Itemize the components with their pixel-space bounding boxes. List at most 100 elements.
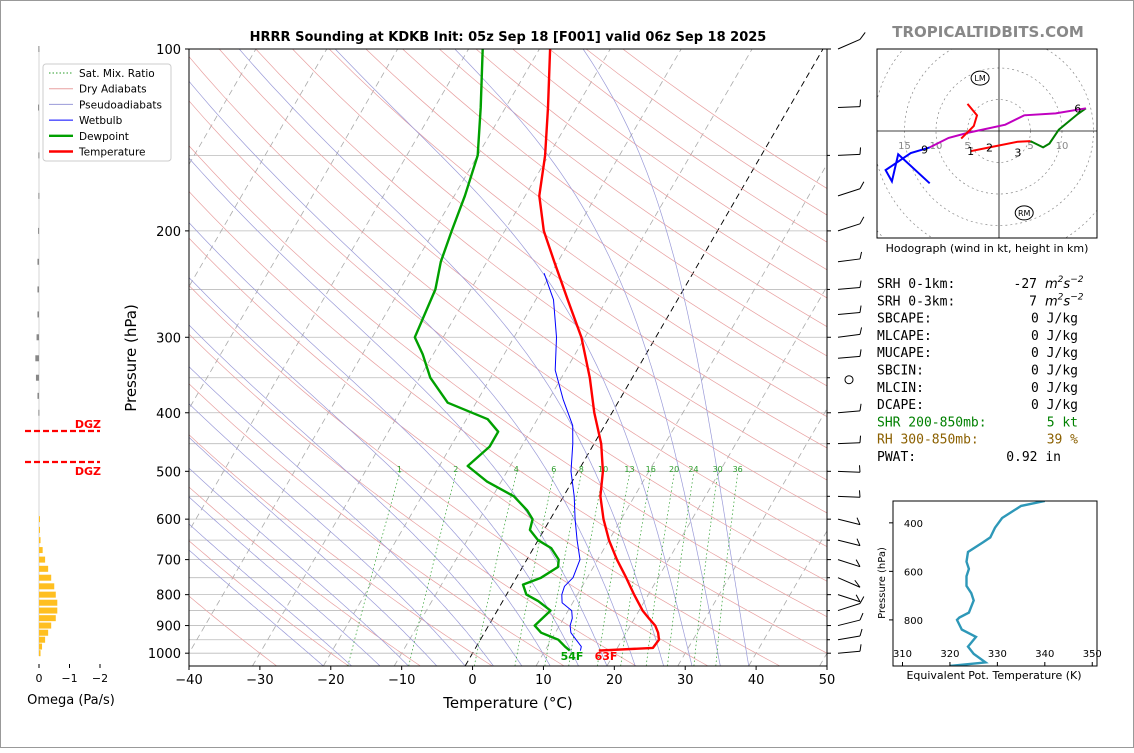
x-tick-label: 30 (677, 673, 694, 688)
omega-bar (37, 393, 39, 399)
isotherm-line (465, 49, 823, 666)
wind-barb-shaft (838, 519, 860, 525)
wind-barb (838, 436, 861, 444)
unit-part: m (1045, 294, 1058, 309)
omega-bar (39, 608, 57, 614)
unit-part: −2 (1070, 275, 1084, 285)
calm-wind-circle (845, 376, 853, 384)
hodo-height-label: 1 (967, 145, 974, 158)
wind-barb-shaft (838, 443, 860, 444)
mixing-ratio-line (646, 471, 674, 666)
freezing-isotherm (465, 49, 823, 666)
hodo-height-label: 9 (921, 143, 928, 156)
wind-barb-shaft (838, 636, 860, 640)
mixing-ratio-label: 1 (397, 465, 402, 474)
thetae-x-tick-label: 310 (893, 649, 912, 660)
wind-barb (838, 629, 862, 640)
wind-barb-flag (860, 182, 864, 189)
skewt-x-axis-label: Temperature (°C) (442, 694, 572, 712)
index-label: PWAT: (877, 450, 916, 465)
wind-barb (838, 349, 861, 358)
isotherm-line (820, 49, 1134, 666)
mixing-ratio-label: 30 (713, 465, 723, 474)
y-tick-label: 800 (156, 589, 181, 604)
wind-barb-flag (860, 327, 862, 334)
wind-barb-shaft (838, 496, 860, 497)
hodo-ring-label: 10 (1056, 141, 1069, 152)
omega-bar (39, 583, 54, 589)
trace-wetbulb (544, 273, 581, 650)
x-tick-label: 40 (748, 673, 765, 688)
thetae-x-tick-label: 340 (1035, 649, 1054, 660)
omega-bar (37, 334, 39, 340)
thetae-x-tick-label: 350 (1083, 649, 1102, 660)
index-unit: m2s−2 (1045, 292, 1084, 309)
omega-bar (39, 615, 56, 621)
thetae-y-tick-label: 800 (904, 616, 923, 627)
wind-barb-flag (860, 281, 861, 288)
index-label: SBCIN: (877, 364, 924, 379)
isotherm-line (678, 49, 1036, 666)
wind-barb-shaft (838, 189, 860, 196)
index-label: MUCAPE: (877, 346, 932, 361)
pseudoadiabat (102, 49, 607, 666)
wind-barb-flag (860, 217, 864, 224)
wind-barb-shaft (838, 603, 860, 610)
storm-motion-label: LM (974, 74, 985, 83)
omega-bar (35, 355, 39, 361)
wind-barb (838, 490, 860, 497)
legend-label: Dry Adiabats (79, 84, 147, 96)
legend-label: Sat. Mix. Ratio (79, 68, 155, 80)
wind-barbs-column (838, 32, 865, 653)
omega-bar (39, 600, 57, 606)
mixing-ratio-label: 13 (624, 465, 634, 474)
omega-bar (39, 557, 45, 563)
thetae-trace (950, 501, 1045, 666)
wind-barb-flag (860, 349, 861, 356)
pseudoadiabat (1, 137, 494, 666)
wind-barb (838, 306, 861, 315)
trace-temperature (539, 49, 659, 651)
omega-bar (38, 193, 39, 199)
index-value: 7 (1029, 294, 1037, 309)
mixing-ratio-label: 20 (669, 465, 679, 474)
dgz-label: DGZ (75, 465, 101, 478)
wind-barb-flag (860, 613, 863, 620)
hodograph-caption: Hodograph (wind in kt, height in km) (886, 242, 1089, 255)
unit-part: m (1045, 277, 1058, 292)
wind-barb-shaft (838, 471, 860, 472)
pseudoadiabat (1, 180, 437, 666)
index-value: 0 J/kg (1031, 364, 1078, 379)
wind-barb (838, 404, 861, 413)
wind-barb-flag (860, 252, 862, 259)
x-tick-label: −20 (317, 673, 344, 688)
mixing-ratio-label: 36 (733, 465, 743, 474)
omega-bar (36, 375, 39, 381)
wind-barb (838, 465, 860, 472)
y-tick-label: 1000 (148, 647, 181, 662)
index-value: -27 (1014, 277, 1037, 292)
omega-bar (39, 623, 51, 629)
x-tick-label: −10 (388, 673, 415, 688)
omega-bar (39, 516, 40, 522)
omega-bar (39, 537, 41, 543)
hodo-height-label: 2 (986, 141, 993, 154)
wind-barb (838, 578, 860, 588)
wind-barb-shaft (838, 224, 860, 231)
dry-adiabat (219, 49, 1134, 666)
omega-bar (38, 46, 39, 52)
dry-adiabat (256, 49, 1134, 666)
index-label: SBCAPE: (877, 312, 932, 327)
legend-label: Dewpoint (79, 131, 129, 143)
thetae-x-axis-label: Equivalent Pot. Temperature (K) (906, 669, 1081, 682)
index-value: 39 % (1047, 433, 1078, 448)
omega-bar (39, 644, 42, 650)
omega-bar (38, 105, 39, 111)
mixing-ratio-label: 6 (551, 465, 556, 474)
omega-bar (39, 592, 56, 598)
index-unit: m2s−2 (1045, 275, 1084, 292)
